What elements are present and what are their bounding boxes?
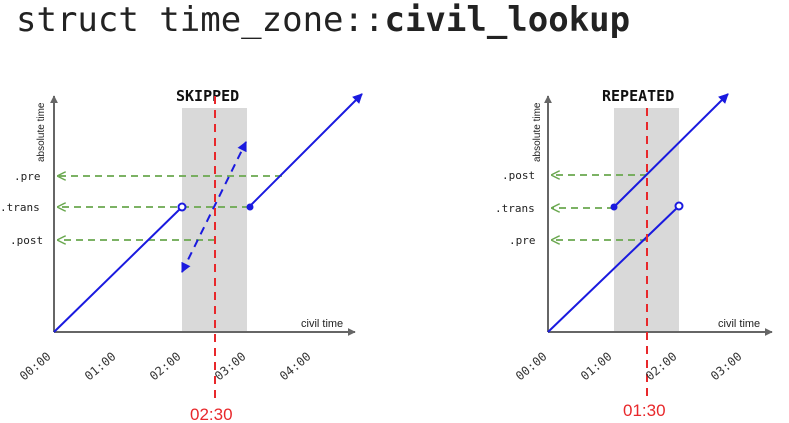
x-axis-label: civil time	[718, 318, 760, 330]
tick-label: 02:00	[643, 349, 680, 383]
offset-line-after	[613, 93, 729, 208]
filled-point	[610, 203, 618, 211]
tick-label: 03:00	[708, 349, 745, 383]
extrapolated-line	[181, 141, 247, 273]
marker-label: 01:30	[623, 401, 666, 420]
tick-label: 04:00	[277, 349, 314, 383]
tick-label: 02:00	[147, 349, 184, 383]
y-axis-label: absolute time	[532, 102, 543, 162]
open-point	[177, 202, 187, 212]
label-pre: .pre	[509, 234, 536, 247]
panel-heading: SKIPPED	[176, 87, 239, 105]
x-axis-label: civil time	[301, 318, 343, 330]
marker-label: 02:30	[190, 405, 233, 423]
label-trans: .trans	[0, 201, 40, 214]
skipped-diagram: absolute time civil time SKIPPED .pre .t…	[0, 87, 363, 423]
tick-label: 01:00	[82, 349, 119, 383]
tick-label: 03:00	[212, 349, 249, 383]
label-post: .post	[502, 169, 535, 182]
open-point	[674, 201, 684, 211]
tick-label: 01:00	[578, 349, 615, 383]
label-pre: .pre	[14, 170, 41, 183]
filled-point	[246, 203, 254, 211]
label-post: .post	[10, 234, 43, 247]
offset-line-before	[547, 205, 680, 333]
repeated-diagram: absolute time civil time REPEATED .post …	[495, 87, 773, 420]
y-axis-label: absolute time	[36, 102, 47, 162]
label-trans: .trans	[495, 202, 535, 215]
tick-label: 00:00	[17, 349, 54, 383]
tick-label: 00:00	[513, 349, 550, 383]
offset-line-after	[248, 93, 363, 208]
page-title: struct time_zone::civil_lookup	[16, 0, 631, 40]
offset-line-before	[53, 206, 183, 333]
panel-heading: REPEATED	[602, 87, 674, 105]
